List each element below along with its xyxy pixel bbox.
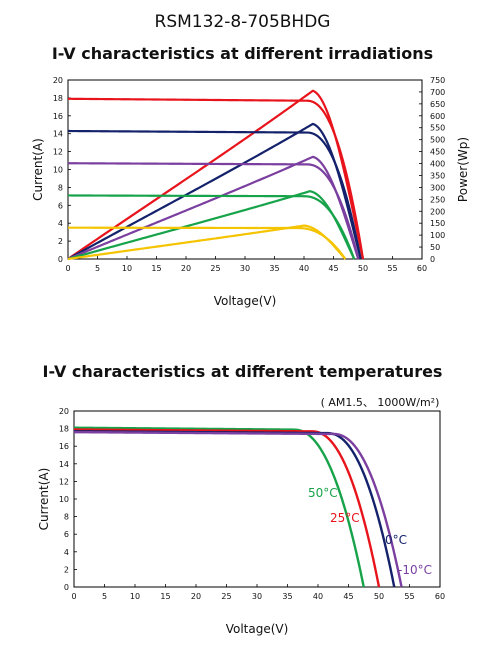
y2-tick-label: 200 [430, 207, 445, 216]
y-tick-label: 12 [53, 148, 63, 157]
power-curve [67, 224, 347, 261]
test-condition: ( AM1.5、 1000W/m²) [321, 396, 440, 409]
x-tick-label: 40 [299, 264, 309, 273]
iv-curve [68, 226, 347, 260]
y-tick-label: 10 [59, 495, 69, 504]
y2-tick-label: 750 [430, 76, 445, 85]
x-tick-label: 45 [328, 264, 338, 273]
y2-tick-label: 400 [430, 160, 445, 169]
y-tick-label: 14 [53, 130, 63, 139]
y2-axis-label: Power(Wp) [456, 137, 470, 202]
x-axis-label: Voltage(V) [226, 622, 289, 636]
series-label: 25°C [330, 511, 360, 525]
chart1-title: I-V characteristics at different irradia… [51, 44, 434, 63]
x-tick-label: 15 [160, 592, 170, 601]
x-tick-label: 55 [404, 592, 414, 601]
y-tick-label: 2 [58, 237, 63, 246]
x-tick-label: 55 [387, 264, 397, 273]
y2-tick-label: 150 [430, 219, 445, 228]
x-tick-label: 0 [65, 264, 70, 273]
y2-tick-label: 250 [430, 195, 445, 204]
y-axis-label: Current(A) [31, 138, 45, 201]
x-tick-label: 25 [221, 592, 231, 601]
iv-curve [73, 430, 403, 588]
x-tick-label: 35 [282, 592, 292, 601]
x-tick-label: 50 [358, 264, 368, 273]
y-tick-label: 10 [53, 166, 63, 175]
power-curve [67, 122, 362, 260]
iv-curve [73, 426, 365, 588]
y2-tick-label: 700 [430, 88, 445, 97]
x-tick-label: 0 [71, 592, 76, 601]
y2-tick-label: 650 [430, 100, 445, 109]
y-tick-label: 0 [64, 583, 69, 592]
x-tick-label: 30 [252, 592, 262, 601]
x-tick-label: 10 [130, 592, 140, 601]
y-tick-label: 0 [58, 255, 63, 264]
irradiance-iv-chart: 0 5 10 15 20 25 30 35 40 45 50 55 600246810121416182… [31, 76, 470, 308]
x-tick-label: 5 [95, 264, 100, 273]
iv-curve [68, 194, 356, 260]
series-label: -10°C [398, 563, 432, 577]
y-tick-label: 2 [64, 565, 69, 574]
power-curve [67, 155, 360, 261]
model-name: RSM132-8-705BHDG [154, 12, 331, 32]
y-tick-label: 6 [64, 530, 69, 539]
y2-tick-label: 300 [430, 183, 445, 192]
y2-tick-label: 350 [430, 171, 445, 180]
y-tick-label: 4 [64, 548, 69, 557]
y-tick-label: 4 [58, 219, 63, 228]
y2-tick-label: 100 [430, 231, 445, 240]
y-tick-label: 18 [59, 425, 69, 434]
y2-tick-label: 0 [430, 255, 435, 264]
x-tick-label: 10 [122, 264, 132, 273]
y-tick-label: 20 [53, 76, 63, 85]
x-tick-label: 60 [417, 264, 427, 273]
y-tick-label: 20 [59, 407, 69, 416]
y2-tick-label: 450 [430, 148, 445, 157]
power-curve [67, 89, 365, 260]
x-tick-label: 15 [151, 264, 161, 273]
y2-tick-label: 500 [430, 136, 445, 145]
y2-tick-label: 600 [430, 112, 445, 121]
plot-frame [73, 410, 441, 588]
iv-curve [67, 129, 362, 260]
y-tick-label: 18 [53, 94, 63, 103]
x-tick-label: 25 [210, 264, 220, 273]
y-tick-label: 8 [64, 513, 69, 522]
x-tick-label: 30 [240, 264, 250, 273]
y-tick-label: 12 [59, 477, 69, 486]
y-axis-label: Current(A) [37, 468, 51, 531]
x-tick-label: 45 [343, 592, 353, 601]
series-label: 50°C [308, 486, 338, 500]
y2-tick-label: 550 [430, 124, 445, 133]
chart2-title: I-V characteristics at different tempera… [42, 362, 443, 381]
y2-tick-label: 50 [430, 243, 440, 252]
y-tick-label: 6 [58, 201, 63, 210]
y-tick-label: 14 [59, 460, 69, 469]
x-tick-label: 40 [313, 592, 323, 601]
x-tick-label: 35 [269, 264, 279, 273]
y-tick-label: 8 [58, 183, 63, 192]
series-label: 0°C [385, 533, 407, 547]
x-tick-label: 5 [102, 592, 107, 601]
x-tick-label: 60 [435, 592, 445, 601]
x-tick-label: 20 [191, 592, 201, 601]
x-tick-label: 20 [181, 264, 191, 273]
y-tick-label: 16 [59, 442, 69, 451]
x-tick-label: 50 [374, 592, 384, 601]
iv-curve [73, 428, 381, 588]
iv-curve [67, 97, 365, 260]
x-axis-label: Voltage(V) [214, 294, 277, 308]
power-curve [67, 190, 356, 261]
iv-curve [68, 162, 360, 260]
y-tick-label: 16 [53, 112, 63, 121]
